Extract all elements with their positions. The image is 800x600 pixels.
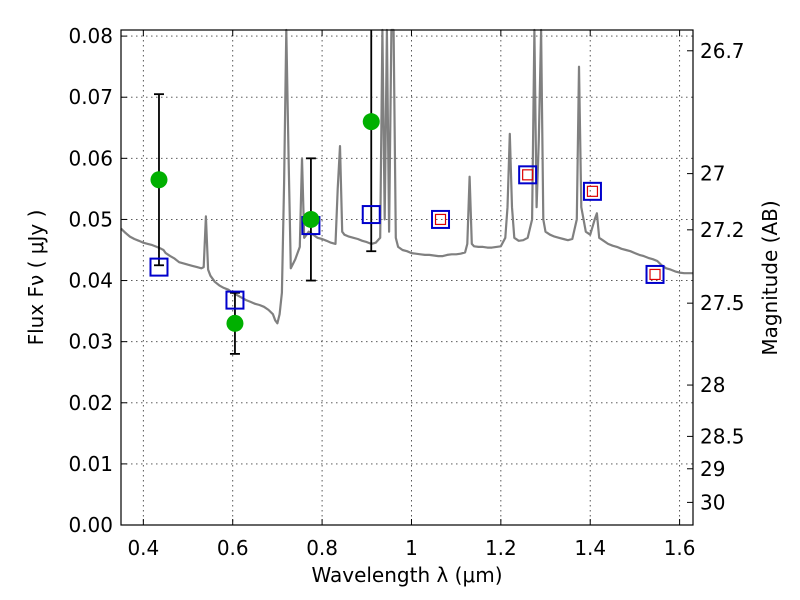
x-axis-label: Wavelength λ (μm) (311, 563, 502, 587)
right-axis-label: Magnitude (AB) (758, 200, 782, 355)
model-box-marker (582, 181, 602, 201)
x-tick-label: 1.2 (485, 536, 517, 560)
observed-point (302, 210, 320, 228)
model-inner-marker (434, 213, 447, 226)
x-tick-label: 0.8 (306, 536, 338, 560)
y-tick-label: 0.07 (68, 85, 113, 109)
model-inner-marker (522, 169, 534, 181)
right-tick-label: 27.5 (700, 291, 745, 315)
spectrum (120, 28, 693, 325)
axis-ticks: 0.4 0.6 0.8 1 1.2 1.4 1.6 0.00 0.01 0.02 0.03 0.04 0… (68, 24, 744, 560)
grid (121, 30, 693, 526)
x-tick-label: 1 (405, 536, 418, 560)
model-box-marker (518, 165, 538, 185)
model-inner-marker (649, 268, 661, 281)
right-tick-label: 27.2 (700, 218, 745, 242)
error-bars (153, 30, 377, 355)
x-tick-label: 0.4 (127, 536, 159, 560)
plot-frame (120, 29, 694, 526)
y-tick-label: 0.00 (68, 513, 113, 537)
model-box-marker (361, 205, 381, 225)
x-tick-label: 0.6 (217, 536, 249, 560)
model-box-marker (645, 264, 665, 284)
right-tick-label: 28 (700, 373, 725, 397)
y-tick-label: 0.03 (68, 330, 113, 354)
right-tick-label: 29 (700, 457, 725, 481)
y-tick-label: 0.02 (68, 391, 113, 415)
right-tick-label: 27 (700, 162, 725, 186)
model-box-marker (225, 290, 245, 310)
right-tick-label: 28.5 (700, 424, 745, 448)
right-tick-label: 26.7 (700, 39, 745, 63)
observed-points (150, 113, 380, 332)
y-tick-label: 0.08 (68, 24, 113, 48)
model-box-marker (149, 257, 169, 277)
y-tick-label: 0.01 (68, 452, 113, 476)
model-markers (149, 165, 665, 310)
right-tick-label: 30 (700, 490, 725, 514)
x-tick-label: 1.6 (664, 536, 696, 560)
spectrum-line (120, 28, 693, 325)
model-box-marker (431, 209, 451, 229)
observed-point (226, 314, 244, 332)
y-axis-label: Flux Fν ( μJy ) (24, 210, 48, 346)
x-tick-label: 1.4 (574, 536, 606, 560)
model-inner-marker (586, 185, 599, 197)
y-tick-label: 0.05 (68, 207, 113, 231)
y-tick-label: 0.06 (68, 146, 113, 170)
observed-point (150, 171, 168, 189)
y-tick-label: 0.04 (68, 269, 113, 293)
observed-point (362, 113, 380, 131)
